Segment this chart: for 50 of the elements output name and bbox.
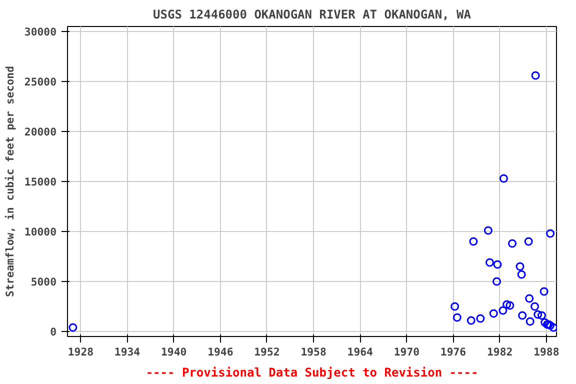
x-tick-label: 1970 (394, 346, 420, 358)
x-tick-label: 1958 (300, 346, 326, 358)
point (492, 277, 501, 286)
point (452, 313, 462, 322)
point (484, 226, 492, 235)
point (526, 317, 534, 326)
point (538, 311, 546, 320)
x-tick-label: 1976 (440, 346, 466, 358)
point (450, 302, 460, 311)
y-tick-label: 10000 (24, 226, 56, 238)
point (534, 310, 542, 319)
point (502, 300, 512, 309)
point (516, 262, 524, 271)
point (489, 309, 498, 318)
text: ---- Provisional Data Subject to Revision ---- (146, 366, 478, 380)
x-tick-label: 1952 (254, 346, 280, 358)
x-tick-label: 1946 (208, 346, 234, 358)
point (525, 294, 534, 303)
point (493, 260, 502, 269)
x-tick-label: 1964 (347, 346, 373, 358)
point (508, 239, 517, 248)
x-tick-label: 1982 (487, 346, 513, 358)
y-tick-label: 0 (50, 326, 57, 338)
y-tick-label: 30000 (24, 26, 56, 38)
point (530, 302, 540, 311)
point (68, 323, 78, 332)
point (499, 174, 508, 183)
point (469, 237, 478, 246)
x-tick-label: 1940 (161, 346, 187, 358)
point (486, 258, 494, 267)
point (466, 316, 476, 325)
point (506, 301, 514, 310)
y-tick-label: 25000 (24, 76, 56, 88)
y-axis-title: Streamflow, in cubic feet per second (3, 66, 16, 297)
point (476, 314, 485, 323)
chart-title: USGS 12446000 OKANOGAN RIVER AT OKANOGAN, WA (153, 8, 472, 22)
point (517, 270, 526, 279)
point (518, 311, 527, 320)
point (524, 237, 533, 246)
x-tick-label: 1934 (114, 346, 140, 358)
point (546, 229, 555, 238)
point (540, 287, 548, 296)
y-tick-label: 15000 (24, 176, 56, 188)
point (498, 306, 508, 315)
x-tick-label: 1928 (68, 346, 94, 358)
y-tick-label: 20000 (24, 126, 56, 138)
point (531, 71, 540, 80)
point (549, 323, 556, 332)
y-tick-label: 5000 (30, 276, 57, 288)
x-tick-label: 1988 (534, 346, 560, 358)
